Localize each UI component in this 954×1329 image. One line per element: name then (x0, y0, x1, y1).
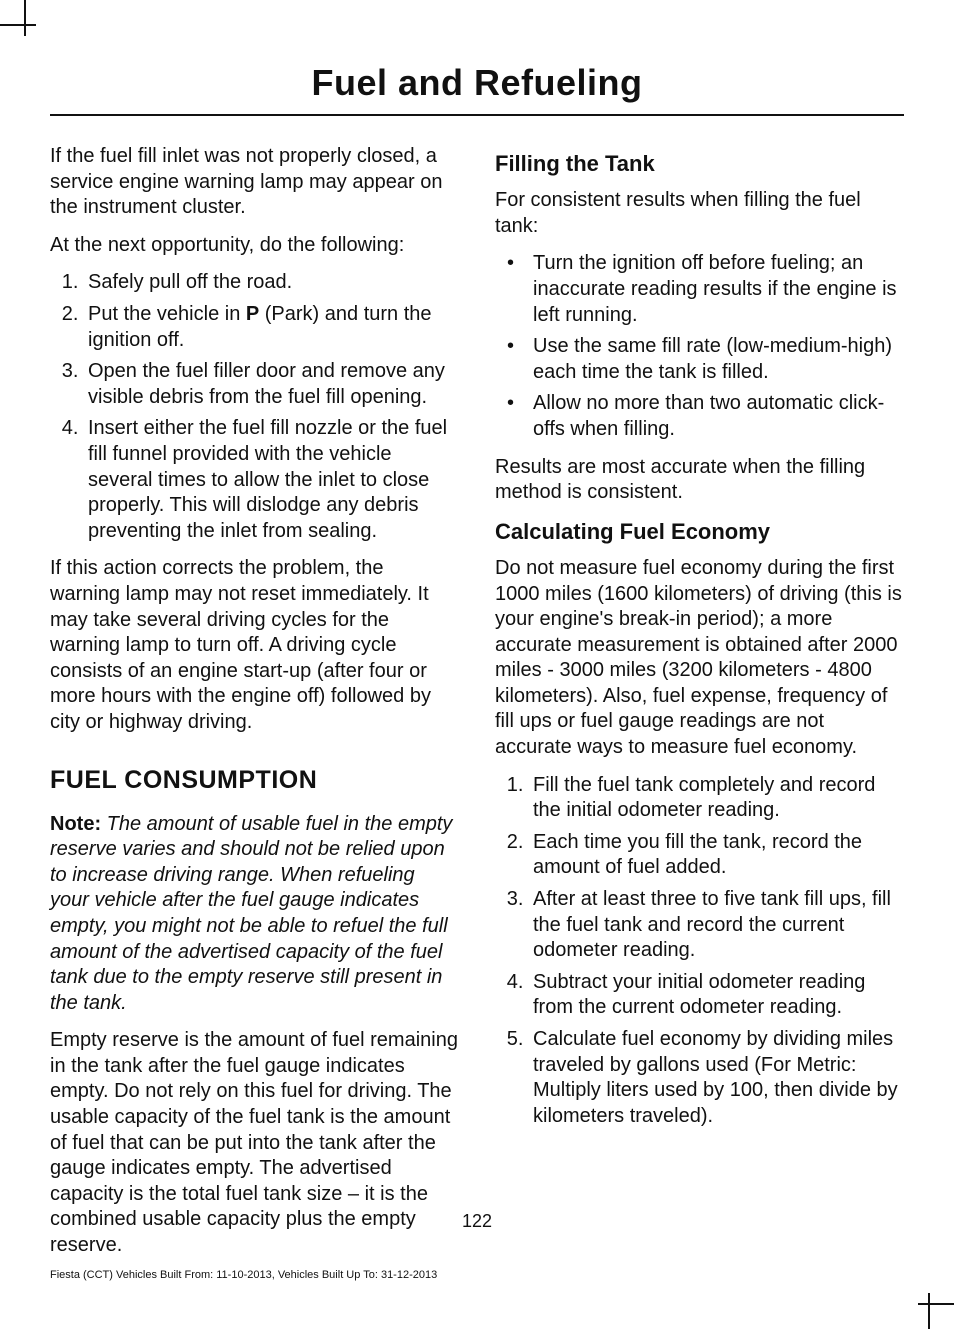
footer-text: Fiesta (CCT) Vehicles Built From: 11-10-… (50, 1268, 437, 1282)
page-title: Fuel and Refueling (50, 60, 904, 106)
ordered-list: Fill the fuel tank completely and record… (495, 773, 904, 1130)
crop-mark (0, 24, 36, 26)
title-rule (50, 114, 904, 116)
subsection-heading: Calculating Fuel Economy (495, 518, 904, 546)
bullet-list: Turn the ignition off before fueling; an… (495, 251, 904, 442)
list-item: Fill the fuel tank completely and record… (529, 773, 904, 824)
body-text: Do not measure fuel economy during the f… (495, 556, 904, 761)
list-item-bold: P (246, 303, 259, 325)
body-text: At the next opportunity, do the followin… (50, 233, 459, 259)
list-item: Turn the ignition off before fueling; an… (529, 251, 904, 328)
section-heading: FUEL CONSUMPTION (50, 764, 459, 796)
page-number: 122 (50, 1210, 904, 1233)
list-item: Open the fuel filler door and remove any… (84, 359, 459, 410)
list-item: Subtract your initial odometer reading f… (529, 970, 904, 1021)
page-content: Fuel and Refueling If the fuel fill inle… (50, 50, 904, 1271)
left-column: If the fuel fill inlet was not properly … (50, 144, 459, 1271)
ordered-list: Safely pull off the road. Put the vehicl… (50, 270, 459, 544)
list-item: After at least three to five tank fill u… (529, 887, 904, 964)
list-item: Put the vehicle in P (Park) and turn the… (84, 302, 459, 353)
subsection-heading: Filling the Tank (495, 150, 904, 178)
body-text: For consistent results when filling the … (495, 188, 904, 239)
note-paragraph: Note: The amount of usable fuel in the e… (50, 812, 459, 1017)
crop-mark (918, 1303, 954, 1305)
list-item: Calculate fuel economy by dividing miles… (529, 1027, 904, 1129)
note-body: The amount of usable fuel in the empty r… (50, 813, 452, 1014)
list-item-text: Put the vehicle in (88, 303, 246, 325)
list-item: Allow no more than two automatic click-o… (529, 391, 904, 442)
columns: If the fuel fill inlet was not properly … (50, 144, 904, 1271)
note-label: Note: (50, 813, 101, 835)
list-item: Safely pull off the road. (84, 270, 459, 296)
list-item: Use the same fill rate (low-medium-high)… (529, 334, 904, 385)
body-text: Results are most accurate when the filli… (495, 455, 904, 506)
crop-mark (928, 1293, 930, 1329)
right-column: Filling the Tank For consistent results … (495, 144, 904, 1271)
body-text: If the fuel fill inlet was not properly … (50, 144, 459, 221)
crop-mark (24, 0, 26, 36)
list-item: Insert either the fuel fill nozzle or th… (84, 416, 459, 544)
body-text: If this action corrects the problem, the… (50, 556, 459, 735)
list-item: Each time you fill the tank, record the … (529, 830, 904, 881)
